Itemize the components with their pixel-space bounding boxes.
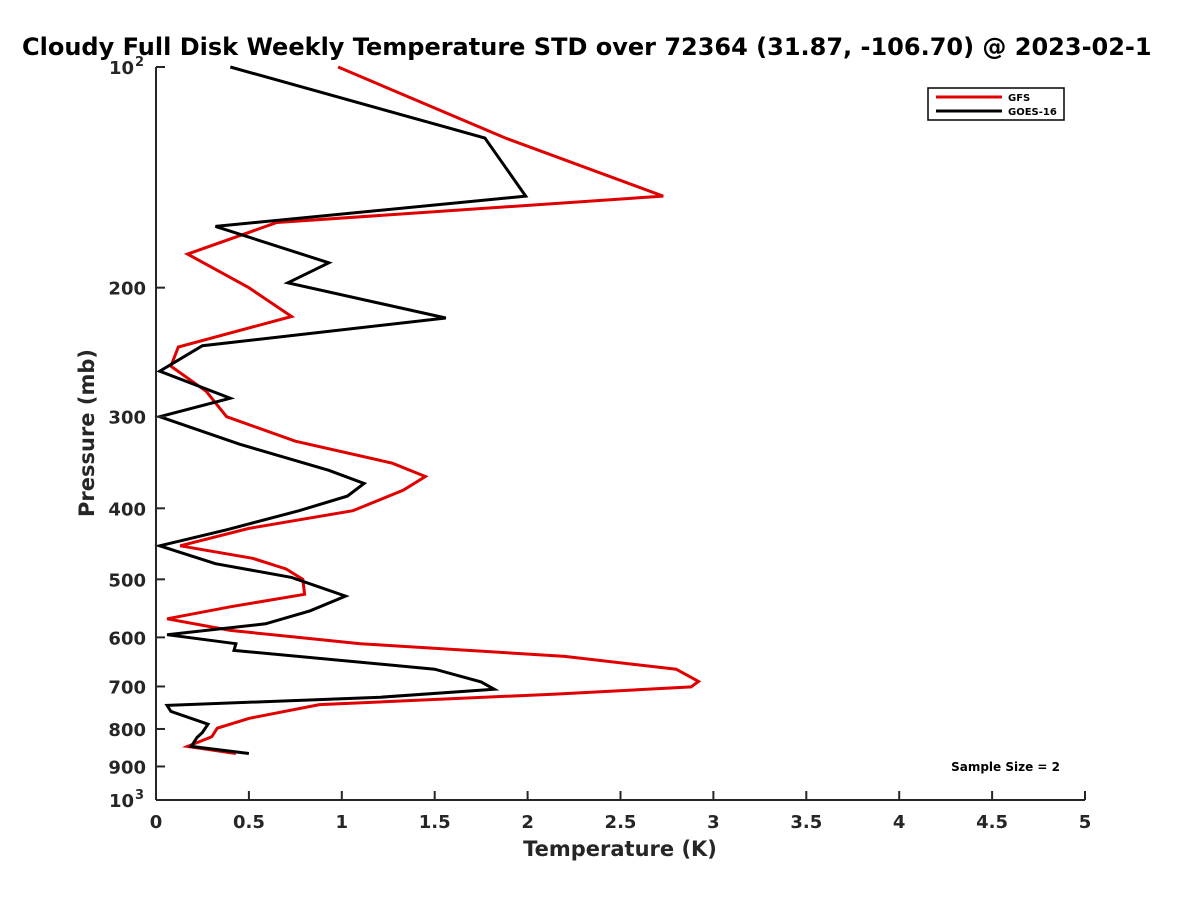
y-tick-label: 700	[108, 677, 146, 698]
x-tick-label: 4	[893, 812, 906, 833]
x-tick-label: 0	[150, 812, 163, 833]
y-tick-exponent: 2	[135, 55, 144, 70]
sample-size-annotation: Sample Size = 2	[951, 760, 1060, 774]
x-tick-label: 3.5	[790, 812, 822, 833]
y-tick-label: 900	[108, 757, 146, 778]
chart-title: Cloudy Full Disk Weekly Temperature STD …	[22, 33, 1152, 61]
y-tick-label: 600	[108, 628, 146, 649]
x-tick-label: 1.5	[419, 812, 451, 833]
x-tick-label: 3	[707, 812, 720, 833]
legend-box	[927, 87, 1065, 121]
y-tick-label: 10	[109, 58, 134, 79]
x-tick-label: 0.5	[233, 812, 265, 833]
legend: GFS GOES-16	[927, 87, 1065, 121]
x-axis-label: Temperature (K)	[523, 837, 717, 861]
legend-label: GOES-16	[1008, 107, 1057, 118]
legend-label: GFS	[1008, 93, 1030, 104]
y-tick-label: 500	[108, 570, 146, 591]
series-line-goes-16	[154, 65, 529, 755]
x-tick-label: 5	[1079, 812, 1092, 833]
y-tick-label: 400	[108, 499, 146, 520]
y-axis-label: Pressure (mb)	[75, 349, 99, 517]
y-tick-label: 800	[108, 720, 146, 741]
x-tick-label: 1	[336, 812, 349, 833]
y-tick-exponent: 3	[135, 788, 144, 803]
y-tick-label: 200	[108, 279, 146, 300]
y-tick-label: 10	[109, 791, 134, 812]
x-tick-label: 2	[521, 812, 534, 833]
series-line-gfs	[166, 65, 702, 755]
plot-area	[154, 65, 702, 755]
x-tick-label: 2.5	[605, 812, 637, 833]
axes: 0 0.5 1 1.5 2 2.5 3 3.5 4 4.5 510 22003004005006007…	[108, 55, 1091, 833]
y-tick-label: 300	[108, 408, 146, 429]
x-tick-label: 4.5	[976, 812, 1008, 833]
